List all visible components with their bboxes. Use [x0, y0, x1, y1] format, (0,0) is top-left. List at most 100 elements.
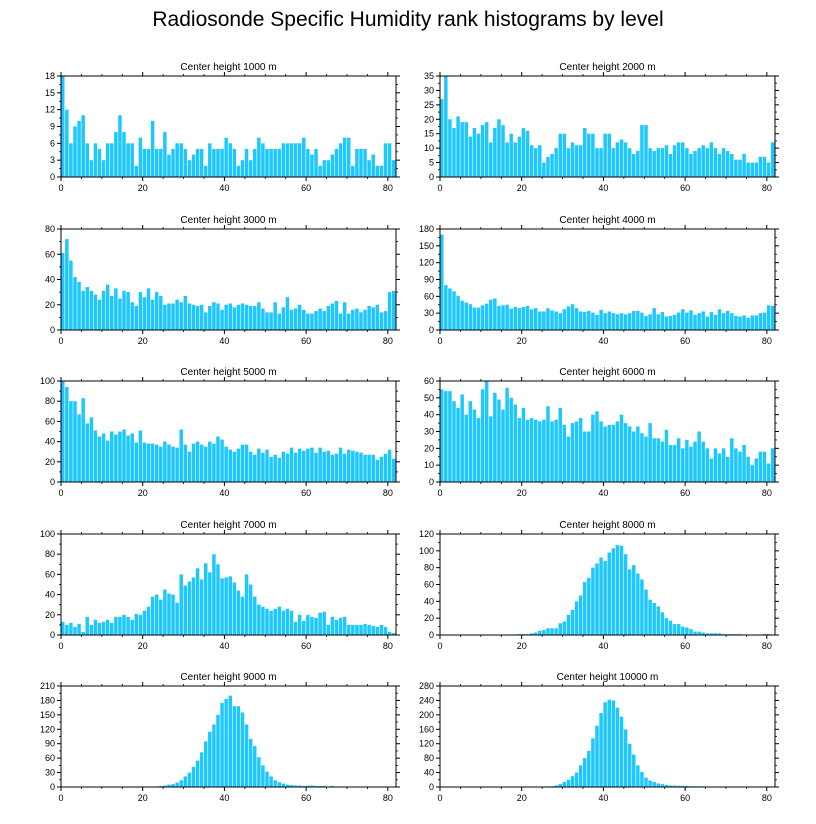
x-tick-label: 20 — [138, 641, 148, 651]
histogram-bar — [599, 557, 603, 635]
histogram-bar — [371, 307, 375, 330]
histogram-bar — [77, 623, 81, 635]
y-tick-label: 0 — [50, 782, 55, 792]
histogram-bar — [163, 132, 167, 177]
histogram-bar — [701, 145, 705, 177]
histogram-bar — [570, 304, 575, 330]
histogram-bar — [89, 290, 94, 330]
histogram-bar — [289, 309, 294, 330]
histogram-bar — [681, 142, 685, 177]
histogram-bar — [293, 143, 298, 177]
histogram-bar — [697, 631, 701, 635]
histogram-bar — [391, 160, 396, 177]
histogram-bar — [587, 750, 591, 787]
histogram-bar — [73, 626, 77, 635]
histogram-bar — [713, 148, 718, 177]
histogram-bar — [195, 441, 200, 482]
histogram-bar — [689, 629, 693, 635]
histogram-bar — [351, 309, 355, 330]
histogram-bar — [456, 116, 460, 177]
histogram-bar — [619, 716, 624, 787]
histogram-bar — [208, 306, 212, 330]
histogram-bar — [293, 621, 298, 635]
histogram-bar — [203, 563, 208, 635]
histogram-bar — [138, 430, 143, 482]
histogram-bar — [183, 776, 188, 787]
histogram-bar — [448, 288, 452, 330]
histogram-bar — [375, 459, 380, 482]
x-tick-label: 80 — [383, 336, 393, 346]
histogram-bar — [529, 418, 534, 482]
x-tick-label: 80 — [383, 793, 393, 803]
x-tick-label: 60 — [301, 488, 311, 498]
panel-7: Center height 7000 m 0 20 40 60 80 0 20 40 60 80 10… — [40, 520, 400, 651]
y-tick-label: 20 — [45, 457, 55, 467]
y-tick-label: 9 — [50, 122, 55, 132]
histogram-bar — [668, 153, 673, 177]
histogram-bar — [652, 308, 656, 330]
panel-10: Center height 10000 m 0 20 40 60 80 0 40 80 120 16… — [419, 672, 779, 803]
histogram-bar — [591, 414, 595, 482]
histogram-bar — [257, 448, 261, 482]
histogram-bar — [521, 127, 526, 177]
y-tick-label: 40 — [424, 410, 434, 420]
histogram-bar — [171, 446, 175, 482]
x-tick-label: 20 — [517, 488, 527, 498]
x-tick-label: 80 — [762, 641, 772, 651]
histogram-bar — [387, 143, 392, 177]
histogram-bar — [281, 451, 286, 482]
histogram-bar — [538, 630, 542, 635]
histogram-bar — [302, 137, 306, 177]
y-tick-label: 80 — [424, 563, 434, 573]
histogram-bar — [762, 312, 767, 330]
x-tick-label: 40 — [598, 641, 608, 651]
histogram-bar — [203, 165, 208, 177]
histogram-bar — [562, 133, 567, 177]
histogram-bar — [574, 421, 579, 482]
histogram-bar — [574, 308, 579, 330]
histogram-bar — [689, 446, 693, 482]
histogram-bar — [697, 313, 701, 330]
y-tick-label: 30 — [424, 85, 434, 95]
x-tick-label: 60 — [680, 336, 690, 346]
histogram-bar — [529, 309, 534, 330]
histogram-bar — [199, 148, 204, 177]
histogram-bar — [81, 631, 85, 635]
histogram-bar — [179, 143, 183, 177]
histogram-bar — [640, 312, 644, 330]
histogram-bar — [126, 435, 130, 482]
histogram-bar — [130, 619, 134, 635]
histogram-bar — [289, 143, 294, 177]
histogram-bar — [302, 620, 306, 635]
histogram-bar — [114, 434, 118, 482]
y-tick-label: 25 — [424, 100, 434, 110]
histogram-bar — [517, 308, 522, 330]
histogram-bar — [566, 779, 571, 787]
y-tick-label: 0 — [429, 477, 434, 487]
histogram-bar — [118, 616, 122, 635]
histogram-bar — [253, 148, 257, 177]
histogram-bar — [562, 424, 567, 482]
histogram-bar — [472, 127, 477, 177]
histogram-bar — [65, 239, 69, 330]
x-tick-label: 60 — [301, 336, 311, 346]
histogram-bar — [232, 706, 237, 787]
histogram-bar — [464, 122, 468, 177]
histogram-bar — [623, 554, 628, 635]
histogram-bar — [672, 624, 677, 635]
histogram-bar — [607, 552, 611, 635]
histogram-bar — [257, 757, 261, 787]
histogram-bar — [326, 624, 331, 635]
histogram-bar — [236, 165, 241, 177]
histogram-bar — [640, 433, 644, 482]
histogram-bar — [379, 312, 384, 330]
histogram-bar — [464, 302, 468, 330]
histogram-bar — [126, 616, 130, 635]
histogram-bar — [285, 608, 290, 635]
histogram-bar — [717, 153, 722, 177]
histogram-bar — [489, 416, 493, 482]
histogram-bar — [269, 312, 273, 330]
histogram-bar — [236, 448, 241, 482]
histogram-bar — [208, 572, 212, 635]
histogram-bar — [558, 407, 562, 482]
